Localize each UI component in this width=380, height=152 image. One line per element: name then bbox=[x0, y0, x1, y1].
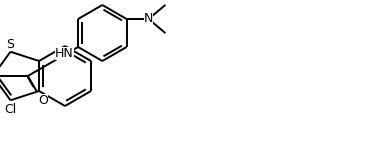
Text: N: N bbox=[144, 12, 153, 26]
Text: HN: HN bbox=[55, 47, 74, 60]
Text: Cl: Cl bbox=[4, 103, 17, 116]
Text: O: O bbox=[38, 94, 48, 107]
Text: S: S bbox=[6, 38, 14, 51]
